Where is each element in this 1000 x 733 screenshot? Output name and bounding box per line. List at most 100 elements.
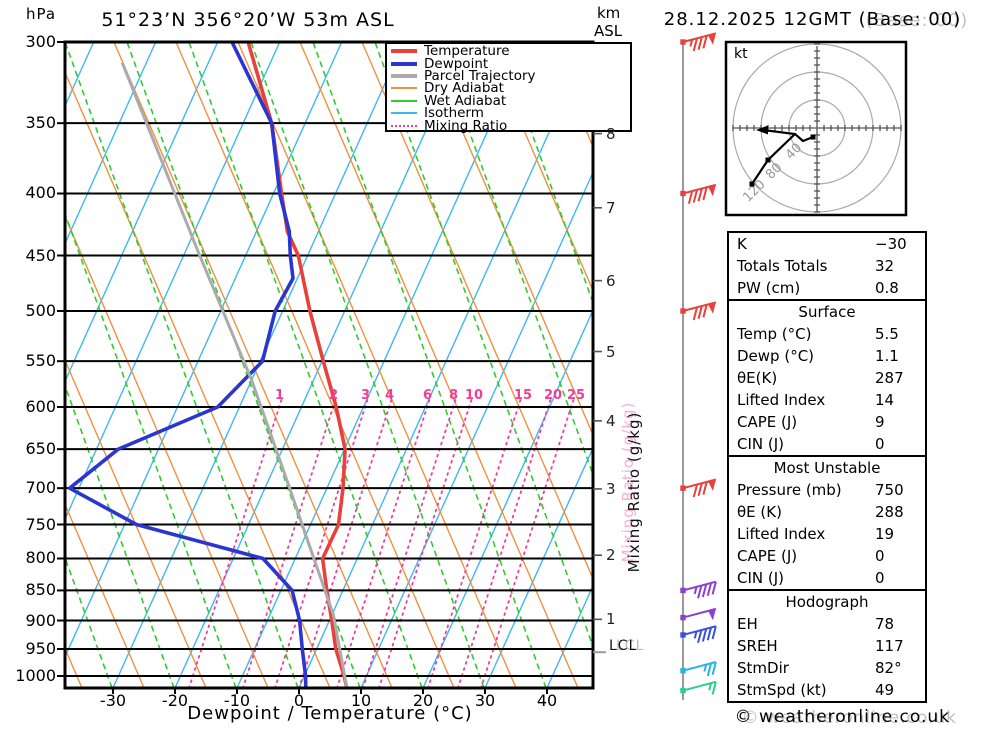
indices-table: K −30 Totals Totals 32 PW (cm) 0.8 Surface Temp…: [727, 231, 927, 703]
wind-barb: [680, 625, 717, 644]
table-row-value: 9: [875, 413, 885, 431]
table-row: StmDir 82°: [729, 657, 925, 679]
mixing-ratio-value-label: 1: [275, 388, 285, 403]
wind-barb: [680, 607, 717, 621]
wind-barb: [680, 183, 717, 205]
pressure-tick-label: 750: [25, 514, 56, 534]
table-section-title: Hodograph: [785, 593, 869, 611]
legend-item-label: Dry Adiabat: [424, 80, 504, 97]
table-row: Temp (°C) 5.5: [729, 323, 925, 345]
km-tick-label: 3: [606, 479, 616, 498]
table-row-label: CAPE (J): [737, 547, 798, 565]
table-row-label: θE(K): [737, 369, 778, 387]
table-row-label: Temp (°C): [737, 325, 812, 343]
mixing-ratio-value-label: 6: [423, 388, 433, 403]
mixing-ratio-value-label: 8: [449, 388, 459, 403]
plot-border: [63, 40, 595, 690]
pressure-tick-label: 450: [25, 245, 56, 265]
table-row-value: 0: [875, 435, 885, 453]
legend-item: Temperature: [391, 44, 630, 58]
temperature-axis-label: Dewpoint / Temperature (°C): [187, 703, 473, 724]
km-tick-label: 1: [606, 610, 616, 629]
wind-barb: [680, 680, 717, 695]
km-tick-label: 8: [606, 124, 616, 143]
wind-barb: [680, 661, 717, 677]
table-row-label: Lifted Index: [737, 525, 826, 543]
table-row-value: 288: [875, 503, 904, 521]
pressure-axis-unit: hPa: [26, 5, 57, 23]
temperature-tick-label: 10: [350, 691, 372, 710]
pressure-tick-label: 850: [25, 580, 56, 600]
wind-barb: [680, 478, 717, 498]
pressure-tick-label: 800: [25, 548, 56, 568]
pressure-tick-label: 400: [25, 183, 56, 203]
legend-item: Wet Adiabat: [391, 92, 630, 109]
legend-item: Dry Adiabat: [391, 80, 630, 97]
sounding-curves: [67, 42, 349, 688]
table-row-value: 32: [875, 257, 895, 275]
table-row: PW (cm) 0.8: [729, 277, 925, 299]
parcel_trajectory-curve: [120, 62, 349, 688]
indices-table-section: Hodograph EH 78 SREH 117 StmDir 82° StmSpd (kt)…: [727, 589, 927, 703]
table-row: Dewp (°C) 1.1: [729, 345, 925, 367]
table-row-value: −30: [875, 235, 907, 253]
table-row-label: EH: [737, 615, 758, 633]
wind-barb: [680, 580, 717, 599]
legend-item: Parcel Trajectory: [391, 67, 630, 84]
temperature-tick-label: 0: [293, 691, 305, 710]
km-tick-label: 5: [606, 342, 616, 361]
mixing-ratio-value-label: 20: [544, 388, 563, 403]
legend: Temperature Dewpoint Parcel Trajectory Dry …: [385, 42, 632, 132]
skewt-background-grid: [65, 42, 593, 688]
pressure-tick-label: 550: [25, 351, 56, 371]
table-section-title: Surface: [798, 303, 856, 321]
legend-line-sample: [391, 87, 417, 90]
mixing-ratio-value-label: 3: [361, 388, 371, 403]
legend-item-label: Wet Adiabat: [424, 92, 507, 109]
mixing-ratio-value-label: 2: [329, 388, 339, 403]
table-row-label: θE (K): [737, 503, 782, 521]
table-row: Lifted Index 14: [729, 389, 925, 411]
table-row: SREH 117: [729, 635, 925, 657]
hodograph-trace: [762, 128, 814, 143]
table-row: Lifted Index 19: [729, 523, 925, 545]
km-tick-label: 2: [606, 546, 616, 565]
run-datetime: 28.12.2025 12GMT (Base: 00): [645, 9, 980, 30]
wind-barb: [680, 301, 717, 321]
table-row: StmSpd (kt) 49: [729, 679, 925, 701]
legend-item: Mixing Ratio: [391, 119, 630, 132]
base-run-text: (Base: 00): [858, 9, 962, 30]
table-row: Totals Totals 32: [729, 255, 925, 277]
table-row: CIN (J) 0: [729, 567, 925, 589]
legend-line-sample: [391, 49, 417, 54]
mixing-ratio-axis-label: Mixing Ratio (g/kg): [625, 411, 643, 573]
table-row: K −30: [729, 233, 925, 255]
lcl-marker-label: LCL: [609, 638, 638, 654]
table-row-value: 0: [875, 547, 885, 565]
table-row-label: CIN (J): [737, 435, 785, 453]
legend-item-label: Dewpoint: [424, 55, 489, 72]
table-row: Pressure (mb) 750: [729, 479, 925, 501]
copyright: © weatheronline.co.uk: [734, 707, 950, 727]
legend-item: Isotherm: [391, 106, 630, 120]
table-row: CAPE (J) 0: [729, 545, 925, 567]
table-row-value: 19: [875, 525, 895, 543]
table-row-label: Dewp (°C): [737, 347, 815, 365]
table-row-value: 49: [875, 681, 895, 699]
pressure-tick-label: 300: [25, 32, 56, 51]
table-row: EH 78: [729, 613, 925, 635]
table-row-value: 1.1: [875, 347, 899, 365]
table-row-label: K: [737, 235, 747, 253]
mixing-ratio-value-label: 15: [514, 388, 533, 403]
legend-line-sample: [391, 61, 417, 66]
table-row-label: SREH: [737, 637, 778, 655]
pressure-tick-label: 700: [25, 478, 56, 498]
km-tick-label: 4: [606, 411, 616, 430]
dewpoint-curve: [67, 42, 308, 688]
pressure-tick-label: 500: [25, 300, 56, 320]
legend-item-label: Parcel Trajectory: [424, 67, 536, 84]
table-row-value: 117: [875, 637, 904, 655]
